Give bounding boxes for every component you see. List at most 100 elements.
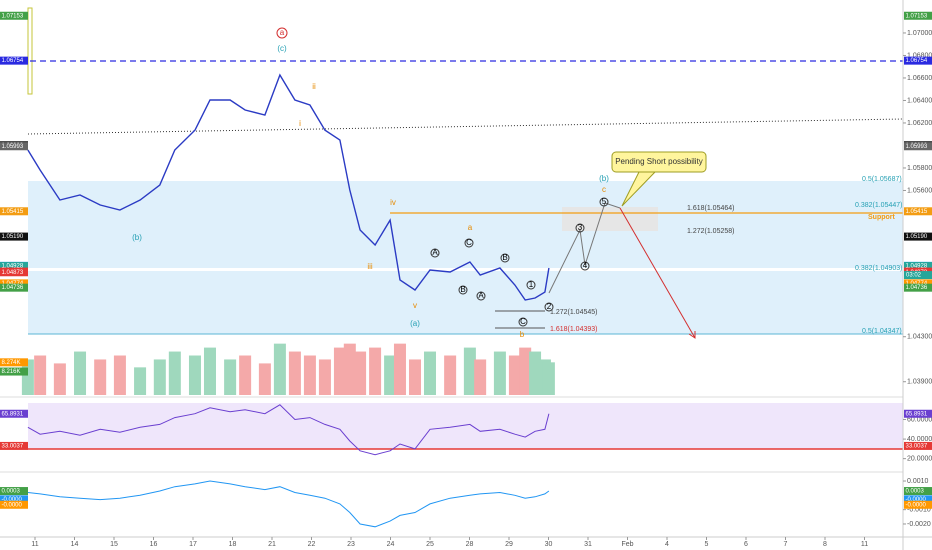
price-tag-label: 1.04928: [2, 264, 24, 270]
price-tag-label: 1.07153: [906, 13, 928, 19]
x-tick-label: 30: [545, 541, 553, 548]
y-tick-label: 1.05800: [907, 165, 932, 172]
price-tag: [0, 495, 28, 504]
volume-bar: [239, 355, 252, 395]
wave-label: (c): [277, 44, 287, 53]
price-tag-label: 1.05415: [2, 209, 24, 215]
price-tag-label: -0.0000: [2, 502, 23, 508]
price-tag-label: 1.07153: [2, 13, 24, 19]
price-tag-label: -0.0000: [906, 497, 927, 503]
x-tick-label: 25: [426, 541, 434, 548]
volume-bar: [444, 355, 457, 395]
y-tick-label: 1.06400: [907, 97, 932, 104]
volume-bar: [53, 363, 66, 395]
price-tag: [0, 367, 28, 376]
x-tick-label: 4: [665, 541, 669, 548]
fib-label: 0.5(1.05687): [862, 176, 902, 183]
price-tag: [904, 495, 932, 504]
price-tag: [904, 487, 932, 496]
y-tick-label: 1.05600: [907, 187, 932, 194]
wave-label: a: [468, 223, 473, 232]
price-tag-label: 1.04928: [906, 264, 928, 270]
price-tag-label: 33.0037: [2, 444, 24, 450]
price-tag-label: 65.8931: [2, 411, 24, 417]
volume-bar: [508, 355, 521, 395]
price-tag-label: 65.8931: [906, 411, 928, 417]
target-box: [562, 207, 658, 231]
price-tag: [0, 142, 28, 151]
wave-circle: [544, 302, 554, 312]
x-tick-label: 14: [71, 541, 79, 548]
price-tag: [0, 409, 28, 418]
y-tick-label: 1.07000: [907, 30, 932, 37]
volume-bar: [303, 355, 316, 395]
price-tag: [0, 56, 28, 65]
price-tag: [904, 262, 932, 271]
price-tag-label: 0.0003: [906, 489, 925, 495]
x-tick-label: 17: [189, 541, 197, 548]
fib-zone: [28, 181, 903, 268]
fib-zone: [28, 271, 903, 334]
wave-label: i: [299, 119, 301, 128]
price-tag-label: 33.0037: [906, 444, 928, 450]
line: [27, 480, 550, 528]
volume-bar: [318, 359, 331, 395]
wave-label: iii: [367, 262, 373, 271]
volume-bar: [134, 367, 147, 395]
price-tag-label: 1.05190: [2, 234, 24, 240]
arrow-head: [688, 331, 696, 339]
price-tag-label: 0.0003: [2, 489, 21, 495]
wave-label: 5: [602, 197, 607, 206]
volume-bar: [393, 343, 406, 395]
price-tag: [0, 232, 28, 241]
x-tick-label: 18: [229, 541, 237, 548]
price-tag: [904, 232, 932, 241]
wave-label: A: [432, 248, 438, 257]
annotations: a (c) ii i (b) iv iii v (a) a b c (b) A …: [132, 28, 902, 339]
wave-circle: [276, 27, 288, 39]
price-tag: [0, 262, 28, 271]
callout: [611, 151, 707, 173]
x-tick-label: 29: [505, 541, 513, 548]
price-tag-label: 1.05415: [906, 209, 928, 215]
fib-label: 0.5(1.04347): [862, 328, 902, 335]
trend-line: [27, 118, 904, 135]
price-tag: [0, 207, 28, 216]
volume-bar: [113, 355, 126, 395]
wave-circle: [518, 317, 528, 327]
y-tick-label: 1.06200: [907, 120, 932, 127]
line: [27, 73, 550, 301]
price-tag-label: 1.05993: [906, 144, 928, 150]
price-tag: [0, 268, 28, 277]
x-tick-label: 6: [744, 541, 748, 548]
wave-circle: [464, 238, 474, 248]
wave-label: 1: [529, 280, 534, 289]
price-tag: [0, 487, 28, 496]
wave-circle: [599, 197, 609, 207]
wave-circle: [430, 248, 440, 258]
volume-bar: [224, 359, 237, 395]
volume-bar: [188, 355, 201, 395]
fib-label: 1.272(1.04545): [550, 309, 597, 316]
wave-label: C: [520, 317, 526, 326]
wave-label: (b): [132, 233, 142, 242]
y-tick-label: -0.0010: [907, 506, 931, 513]
volume-bar: [333, 347, 346, 395]
x-tick-label: 7: [784, 541, 788, 548]
price-tag: [0, 500, 28, 509]
price-tag-label: -0.0000: [2, 497, 23, 503]
support-label: Support: [868, 214, 895, 221]
wave-circle: [500, 253, 510, 263]
price-tag: [0, 279, 28, 288]
volume-bar: [288, 351, 301, 395]
price-tag: [904, 283, 932, 292]
price-tag: [0, 358, 28, 367]
y-tick-label: -0.0020: [907, 521, 931, 528]
wave-label: 4: [583, 261, 588, 270]
wave-label: C: [466, 238, 472, 247]
price-tag: [904, 11, 932, 20]
price-tag: [0, 11, 28, 20]
x-tick-label: 5: [705, 541, 709, 548]
